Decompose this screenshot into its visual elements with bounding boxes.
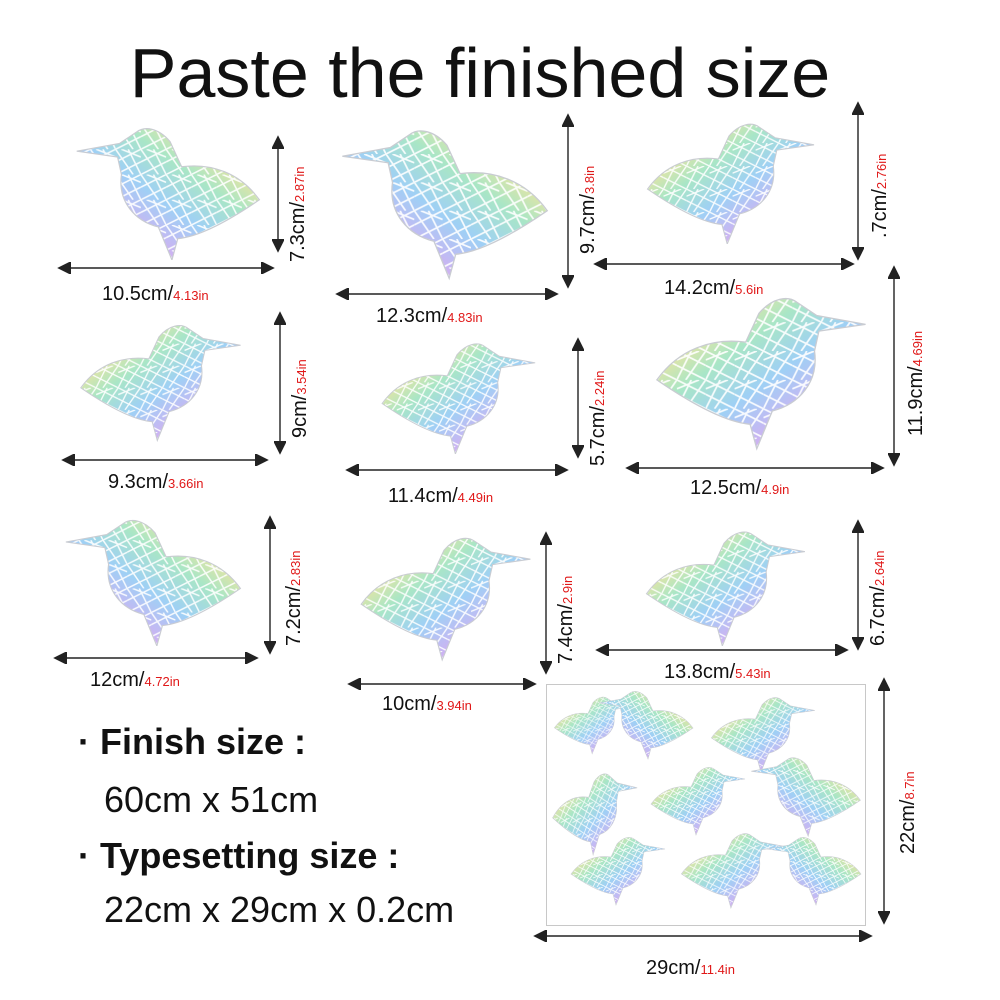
height-arrow-7 <box>264 515 276 655</box>
height-label-6: 11.9cm/4.69in <box>905 330 927 436</box>
height-label-1: 7.3cm/2.87in <box>287 166 309 262</box>
sheet-width-arrow <box>533 930 873 942</box>
finish-size-label: · Finish size : <box>78 721 307 762</box>
hummingbird-sticker-8 <box>360 537 531 661</box>
height-arrow-4 <box>274 311 286 455</box>
height-label-3: .7cm/2.76in <box>869 153 891 238</box>
hummingbird-sticker-6 <box>656 297 867 450</box>
width-label-3: 14.2cm/5.6in <box>664 277 764 299</box>
width-arrow-2 <box>335 288 559 300</box>
height-label-5: 5.7cm/2.24in <box>587 370 609 466</box>
width-label-2: 12.3cm/4.83in <box>376 305 483 327</box>
width-arrow-1 <box>57 262 275 274</box>
width-label-8: 10cm/3.94in <box>382 693 472 715</box>
sheet-width-label: 29cm/11.4in <box>646 957 735 979</box>
width-arrow-3 <box>593 258 855 270</box>
width-label-5: 11.4cm/4.49in <box>388 485 494 507</box>
width-arrow-7 <box>53 652 259 664</box>
height-label-8: 7.4cm/2.9in <box>555 575 577 664</box>
width-label-7: 12cm/4.72in <box>90 669 180 691</box>
height-arrow-5 <box>572 337 584 459</box>
hummingbird-sticker-5 <box>381 343 536 454</box>
width-arrow-8 <box>347 678 537 690</box>
width-arrow-5 <box>345 464 569 476</box>
height-label-2: 9.7cm/3.8in <box>577 165 599 254</box>
sheet-height-label: 22cm/8.7in <box>897 771 919 854</box>
sheet-birds <box>552 691 862 909</box>
hummingbird-sticker-1 <box>76 128 260 260</box>
height-arrow-9 <box>852 519 864 651</box>
finish-size-value: 60cm x 51cm <box>104 779 319 820</box>
height-arrow-8 <box>540 531 552 675</box>
hummingbird-sticker-9 <box>645 531 806 646</box>
page-title: Paste the finished size <box>129 34 831 112</box>
hummingbird-sticker-4 <box>80 325 242 442</box>
width-label-6: 12.5cm/4.9in <box>690 477 790 499</box>
height-arrow-6 <box>888 265 900 467</box>
height-label-4: 9cm/3.54in <box>289 359 311 438</box>
hummingbird-sticker-2 <box>341 130 548 279</box>
width-arrow-6 <box>625 462 885 474</box>
sheet-height-arrow <box>878 677 890 925</box>
width-label-1: 10.5cm/4.13in <box>102 283 209 305</box>
width-label-4: 9.3cm/3.66in <box>108 471 204 493</box>
height-label-7: 7.2cm/2.83in <box>283 550 305 646</box>
height-arrow-2 <box>562 113 574 289</box>
width-label-9: 13.8cm/5.43in <box>664 661 771 683</box>
width-arrow-4 <box>61 454 269 466</box>
typesetting-size-label: · Typesetting size : <box>78 835 400 876</box>
hummingbird-sticker-7 <box>65 519 241 646</box>
typesetting-size-value: 22cm x 29cm x 0.2cm <box>104 889 455 930</box>
height-arrow-1 <box>272 135 284 253</box>
height-arrow-3 <box>852 101 864 261</box>
hummingbird-sticker-3 <box>646 123 815 244</box>
sticker-sheet <box>546 684 866 926</box>
width-arrow-9 <box>595 644 849 656</box>
height-label-9: 6.7cm/2.64in <box>867 550 889 646</box>
